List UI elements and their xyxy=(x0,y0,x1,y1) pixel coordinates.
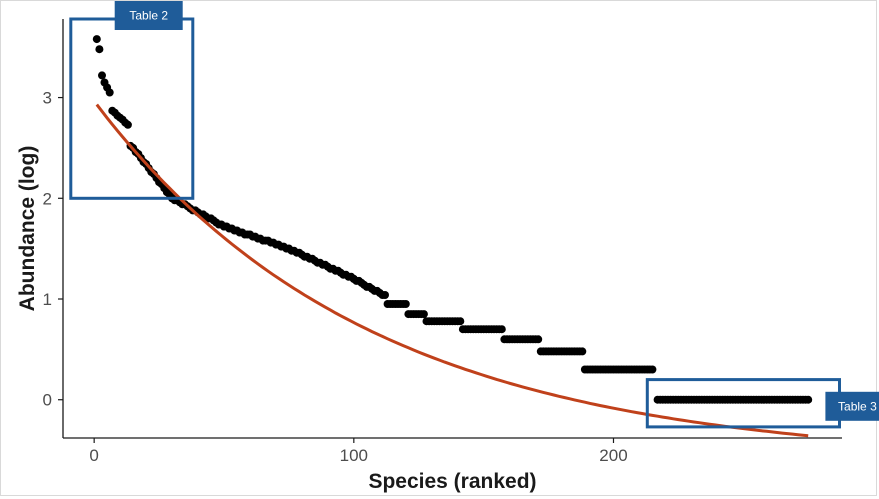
y-tick-label: 2 xyxy=(43,189,52,208)
data-point xyxy=(534,335,543,344)
data-point xyxy=(92,35,101,44)
x-tick-label: 100 xyxy=(340,446,368,465)
data-point xyxy=(648,365,657,374)
data-point xyxy=(401,300,410,308)
data-point xyxy=(98,71,106,80)
y-tick-label: 0 xyxy=(43,391,52,410)
data-point xyxy=(456,317,465,326)
annotation-boxes: Table 2 Table 3 xyxy=(69,1,879,429)
data-point xyxy=(95,45,104,54)
annotation-label: Table 2 xyxy=(129,9,168,23)
data-point xyxy=(105,88,114,97)
y-tick-label: 1 xyxy=(43,290,52,309)
fit-line xyxy=(95,103,809,438)
data-point xyxy=(381,291,389,299)
x-axis-title: Species (ranked) xyxy=(368,470,536,493)
y-axis-title: Abundance (log) xyxy=(16,146,39,312)
data-points xyxy=(92,35,813,404)
fit-curve xyxy=(95,103,809,438)
data-point xyxy=(804,395,813,404)
data-point xyxy=(419,310,428,319)
x-tick-label: 200 xyxy=(599,446,627,465)
y-tick-label: 3 xyxy=(43,89,52,108)
axis-ticks: 0 1 2 3 0 100 200 xyxy=(43,89,628,465)
annotation-label-bg xyxy=(114,1,183,30)
data-point xyxy=(123,120,132,129)
annotation-label-bg xyxy=(825,391,879,421)
axes xyxy=(62,19,842,439)
data-point xyxy=(578,347,587,356)
data-point xyxy=(497,325,506,334)
x-tick-label: 0 xyxy=(89,446,98,465)
annotation-box-1 xyxy=(69,17,195,200)
annotation-label: Table 3 xyxy=(838,399,877,413)
